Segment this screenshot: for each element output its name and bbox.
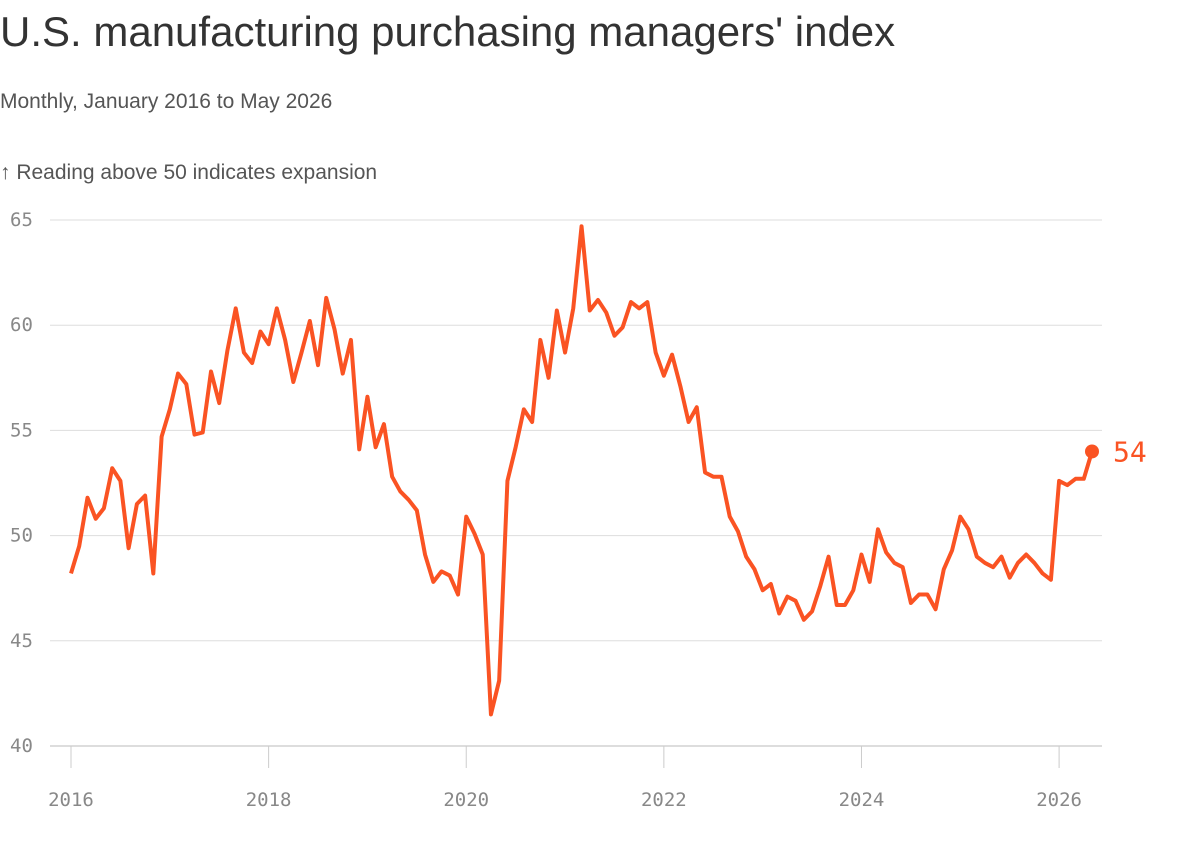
x-tick-label: 2020 bbox=[443, 789, 489, 811]
y-tick-label: 60 bbox=[10, 314, 33, 336]
x-tick-label: 2026 bbox=[1036, 789, 1082, 811]
annotation: ↑ Reading above 50 indicates expansion bbox=[0, 161, 377, 184]
value-label: 54 bbox=[1113, 435, 1147, 468]
y-tick-label: 45 bbox=[10, 630, 33, 652]
x-tick-label: 2018 bbox=[246, 789, 292, 811]
y-tick-label: 65 bbox=[10, 209, 33, 231]
end-point bbox=[1085, 444, 1099, 459]
y-tick-label: 55 bbox=[10, 419, 33, 441]
y-tick-label: 50 bbox=[10, 525, 33, 547]
chart-title: U.S. manufacturing purchasing managers' … bbox=[0, 8, 895, 55]
y-tick-label: 40 bbox=[10, 735, 33, 757]
line bbox=[69, 224, 1094, 717]
x-tick-label: 2022 bbox=[641, 789, 687, 811]
x-tick-label: 2016 bbox=[48, 789, 94, 811]
x-tick-label: 2024 bbox=[839, 789, 885, 811]
chart-subtitle: Monthly, January 2016 to May 2026 bbox=[0, 90, 332, 113]
